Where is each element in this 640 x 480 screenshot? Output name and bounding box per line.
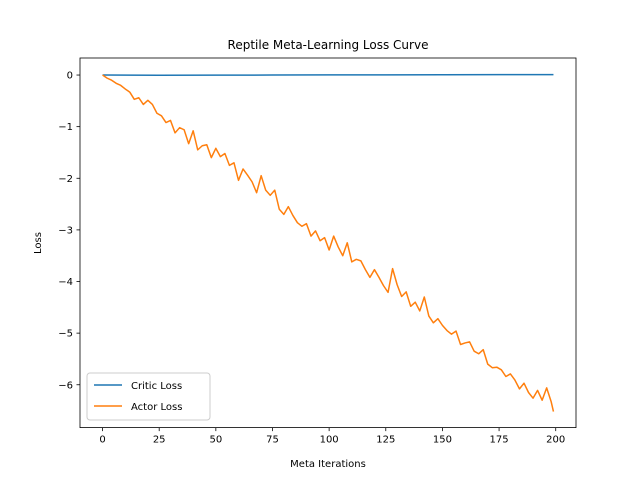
chart-title: Reptile Meta-Learning Loss Curve — [228, 38, 429, 52]
x-tick-label: 175 — [490, 435, 509, 446]
x-tick-label: 50 — [209, 435, 222, 446]
y-tick-label: −5 — [58, 329, 73, 340]
x-tick-label: 25 — [153, 435, 166, 446]
legend-label-actor-loss: Actor Loss — [131, 402, 182, 413]
legend: Critic Loss Actor Loss — [86, 372, 211, 421]
x-tick-label: 150 — [433, 435, 452, 446]
plot-area — [102, 73, 555, 412]
x-tick-label: 200 — [546, 435, 565, 446]
y-tick-label: −6 — [58, 380, 73, 391]
axes-frame — [79, 57, 577, 429]
y-tick-label: −1 — [58, 122, 73, 133]
x-tick-label: 125 — [376, 435, 395, 446]
y-tick-label: −3 — [58, 225, 73, 236]
series-line-actor-loss — [102, 74, 555, 412]
x-tick-label: 75 — [266, 435, 279, 446]
series-line-critic-loss — [102, 73, 554, 76]
y-axis-label: Loss — [33, 232, 44, 254]
y-tick-label: −2 — [58, 174, 73, 185]
y-tick-label: −4 — [58, 277, 73, 288]
x-tick-label: 0 — [99, 435, 105, 446]
legend-label-critic-loss: Critic Loss — [131, 381, 182, 392]
x-tick-label: 100 — [320, 435, 339, 446]
axis-ticks: 0 25 50 75 100 125 150 175 200 0 −1 −2 −3 −4 −5 −6 — [58, 71, 565, 446]
x-axis-label: Meta Iterations — [290, 459, 366, 470]
y-tick-label: 0 — [67, 71, 73, 82]
